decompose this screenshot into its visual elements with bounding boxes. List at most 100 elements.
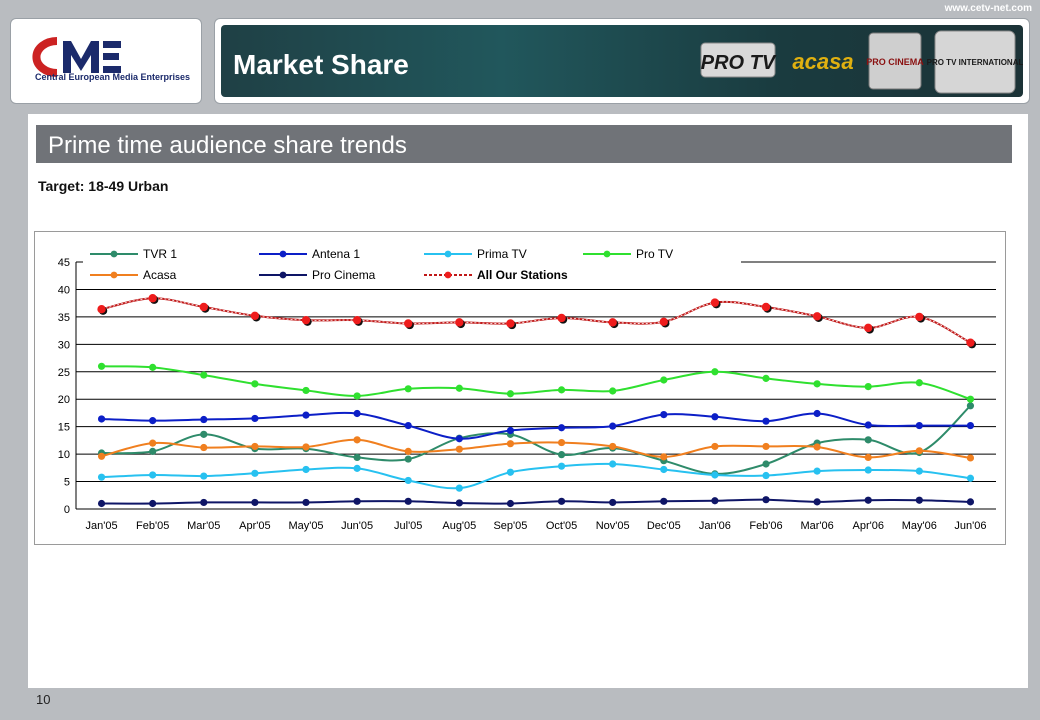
data-point xyxy=(762,374,770,382)
data-point xyxy=(864,436,872,444)
data-point xyxy=(966,498,975,506)
data-point xyxy=(353,497,361,505)
data-point xyxy=(762,471,770,480)
series-line-acasa xyxy=(101,438,971,459)
y-tick-label: 30 xyxy=(58,339,70,351)
section-title: Prime time audience share trends xyxy=(48,132,407,159)
data-point xyxy=(557,386,566,394)
data-point xyxy=(302,386,310,395)
pro-cinema-logo: PRO CINEMA xyxy=(866,32,924,90)
x-tick-label: Jan'05 xyxy=(86,520,118,532)
data-point xyxy=(609,498,617,507)
data-point xyxy=(813,498,821,506)
x-tick-label: Oct'05 xyxy=(546,520,577,532)
data-point xyxy=(506,426,515,435)
pro-cinema-logo-text: PRO CINEMA xyxy=(866,57,924,67)
page-title: Market Share xyxy=(233,49,409,80)
pro-tv-international-logo-text: PRO TV INTERNATIONAL xyxy=(927,58,1023,67)
data-point xyxy=(506,468,515,476)
y-tick-label: 10 xyxy=(58,449,70,461)
channel-logos: PRO TV acasa PRO CINEMA PRO TV INTERNATI… xyxy=(700,30,1023,94)
data-point xyxy=(97,305,106,314)
data-point xyxy=(659,317,668,327)
series-line-pro-tv xyxy=(101,365,971,401)
data-point xyxy=(199,302,208,312)
data-point xyxy=(251,442,259,451)
y-tick-label: 35 xyxy=(58,312,70,324)
data-point xyxy=(455,484,463,492)
data-point xyxy=(97,473,106,481)
data-point xyxy=(251,380,259,388)
legend-label-antena-1: Antena 1 xyxy=(312,247,360,261)
data-point xyxy=(813,467,821,475)
data-point xyxy=(812,312,822,321)
acasa-logo: acasa xyxy=(792,49,853,74)
data-point xyxy=(915,379,923,387)
data-point xyxy=(149,447,157,455)
acasa-logo-text: acasa xyxy=(792,49,853,74)
data-point xyxy=(915,496,923,504)
data-point xyxy=(711,497,719,505)
data-point xyxy=(404,385,412,393)
legend-marker-all-our-stations xyxy=(444,271,452,279)
section-bar: Prime time audience share trends xyxy=(36,125,1012,163)
chart-container: 0 5 10 15 20 25 30 35 40 45 Jan'05 Feb'05 Mar'05 Apr'… xyxy=(34,231,1006,545)
data-point xyxy=(455,318,464,327)
data-point xyxy=(864,323,873,333)
data-point xyxy=(966,395,975,403)
x-tick-label: Dec'05 xyxy=(647,520,681,532)
legend-label-pro-cinema: Pro Cinema xyxy=(312,268,376,282)
series-line-pro-cinema xyxy=(101,498,971,505)
data-point xyxy=(864,466,872,474)
y-tick-label: 45 xyxy=(58,257,70,269)
legend-label-all-our-stations: All Our Stations xyxy=(477,268,568,282)
x-tick-label: May'05 xyxy=(288,520,323,532)
data-point xyxy=(352,315,362,325)
cme-logo-text: Central European Media Enterprises xyxy=(35,72,190,82)
data-point xyxy=(609,422,617,430)
data-point xyxy=(966,338,975,347)
data-point xyxy=(660,376,668,384)
data-point xyxy=(97,452,106,460)
data-point xyxy=(455,435,463,443)
data-point xyxy=(711,413,719,421)
data-point xyxy=(149,499,157,508)
data-point xyxy=(557,424,566,432)
data-point xyxy=(506,499,515,508)
x-tick-label: Jan'06 xyxy=(699,520,731,532)
data-point xyxy=(200,443,208,452)
data-point xyxy=(353,464,361,472)
legend-marker-tvr-1 xyxy=(110,250,118,258)
data-point xyxy=(966,474,975,482)
legend-label-acasa: Acasa xyxy=(143,268,177,282)
website-url[interactable]: www.cetv-net.com xyxy=(944,3,1032,14)
x-tick-label: Mar'06 xyxy=(800,520,833,532)
data-point xyxy=(149,417,157,425)
data-point xyxy=(506,390,515,398)
data-point xyxy=(200,371,208,379)
data-point xyxy=(608,318,617,327)
header-inner: Market Share PRO TV acasa PRO CINEMA PRO… xyxy=(221,25,1023,97)
data-point xyxy=(813,409,821,418)
data-point xyxy=(762,442,770,451)
data-point xyxy=(864,421,872,429)
data-point xyxy=(660,453,668,461)
data-point xyxy=(506,440,515,448)
data-point xyxy=(557,497,566,505)
x-tick-label: Apr'06 xyxy=(852,520,883,532)
data-point xyxy=(966,421,975,430)
header-banner: Market Share PRO TV acasa PRO CINEMA PRO… xyxy=(214,18,1030,104)
data-point xyxy=(557,313,566,323)
x-tick-label: Jun'06 xyxy=(954,520,986,532)
data-point xyxy=(148,294,157,303)
cme-logo-mark xyxy=(32,37,121,77)
legend-label-prima-tv: Prima TV xyxy=(477,247,527,261)
data-point xyxy=(302,465,310,474)
data-point xyxy=(966,454,975,462)
line-chart: 0 5 10 15 20 25 30 35 40 45 Jan'05 Feb'05 Mar'05 Apr'… xyxy=(58,244,996,532)
data-point xyxy=(404,476,412,485)
data-point xyxy=(966,402,975,410)
data-point xyxy=(557,462,566,470)
legend-marker-prima-tv xyxy=(444,250,452,258)
